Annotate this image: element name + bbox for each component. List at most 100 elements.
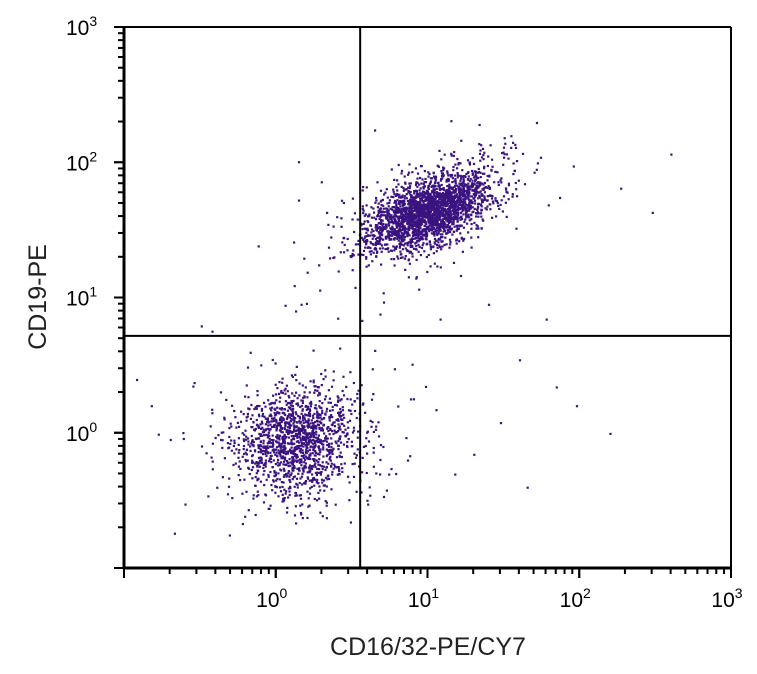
- data-point: [416, 192, 419, 195]
- data-point: [456, 184, 459, 187]
- data-point: [438, 184, 441, 187]
- data-point: [255, 423, 259, 426]
- data-point: [467, 215, 470, 218]
- data-point: [288, 458, 291, 461]
- data-point: [405, 197, 408, 200]
- data-point: [233, 439, 236, 442]
- data-point: [463, 200, 466, 203]
- data-point: [355, 454, 358, 457]
- data-point: [297, 199, 301, 202]
- data-point: [411, 171, 414, 174]
- data-point: [341, 431, 344, 434]
- data-point: [422, 194, 425, 197]
- data-point: [411, 237, 414, 240]
- data-point: [440, 183, 443, 187]
- data-point: [421, 215, 424, 218]
- data-point: [384, 243, 387, 246]
- data-point: [437, 206, 440, 209]
- data-point: [511, 195, 514, 198]
- data-point: [368, 250, 371, 253]
- data-point: [390, 249, 394, 252]
- data-point: [467, 171, 470, 174]
- data-point: [459, 218, 462, 221]
- data-point: [393, 228, 396, 231]
- data-point: [500, 181, 503, 184]
- data-point: [418, 245, 421, 248]
- data-point: [405, 208, 408, 211]
- data-point: [442, 227, 446, 230]
- data-point: [468, 209, 471, 212]
- data-point: [362, 445, 366, 448]
- data-point: [428, 207, 431, 210]
- data-point: [480, 198, 483, 201]
- data-point: [417, 237, 420, 240]
- data-point: [441, 201, 444, 204]
- data-point: [411, 227, 414, 230]
- data-point: [351, 403, 354, 406]
- data-point: [250, 442, 253, 445]
- data-point: [442, 188, 445, 191]
- data-point: [300, 475, 304, 478]
- data-point: [395, 214, 398, 217]
- data-point: [481, 194, 484, 197]
- data-point: [311, 414, 315, 417]
- data-point: [323, 479, 326, 482]
- data-point: [452, 222, 455, 225]
- data-point: [429, 203, 433, 206]
- data-point: [427, 219, 430, 222]
- data-point: [445, 178, 448, 181]
- data-point: [372, 430, 375, 433]
- data-point: [363, 214, 366, 217]
- data-point: [439, 238, 442, 241]
- data-point: [235, 426, 238, 429]
- data-point: [494, 170, 497, 173]
- data-point: [456, 167, 459, 170]
- data-point: [214, 436, 217, 440]
- data-point: [308, 402, 311, 405]
- data-point: [452, 169, 455, 172]
- data-point: [360, 384, 363, 387]
- data-point: [289, 407, 292, 410]
- data-point: [456, 226, 459, 229]
- data-point: [281, 457, 284, 460]
- data-point: [325, 485, 328, 488]
- data-point: [535, 168, 538, 171]
- data-point: [297, 161, 301, 164]
- data-point: [402, 244, 406, 247]
- data-point: [292, 450, 295, 453]
- data-point: [282, 439, 285, 442]
- data-point: [292, 430, 295, 433]
- data-point: [300, 441, 303, 444]
- data-point: [274, 448, 278, 451]
- data-point: [437, 238, 441, 241]
- data-point: [258, 459, 261, 462]
- data-point: [288, 416, 291, 419]
- data-point: [426, 215, 429, 218]
- data-point: [515, 188, 518, 191]
- data-point: [417, 240, 420, 243]
- data-point: [302, 468, 305, 471]
- data-point: [466, 192, 469, 195]
- data-point: [261, 426, 264, 429]
- data-point: [416, 185, 419, 188]
- data-point: [417, 250, 420, 253]
- data-point: [270, 445, 273, 448]
- data-point: [407, 227, 410, 230]
- data-point: [407, 216, 410, 219]
- data-point: [470, 236, 473, 239]
- data-point: [311, 458, 314, 461]
- data-point: [465, 173, 468, 176]
- y-tick-label: 101: [66, 284, 97, 311]
- data-point: [486, 186, 489, 189]
- data-point: [459, 201, 462, 204]
- data-point: [255, 461, 258, 464]
- data-point: [255, 464, 259, 467]
- data-point: [440, 220, 443, 223]
- data-point: [436, 233, 439, 237]
- data-point: [332, 432, 335, 436]
- data-point: [295, 482, 298, 485]
- data-point: [301, 437, 305, 440]
- data-point: [479, 159, 482, 162]
- data-point: [272, 479, 275, 482]
- data-point: [255, 472, 258, 475]
